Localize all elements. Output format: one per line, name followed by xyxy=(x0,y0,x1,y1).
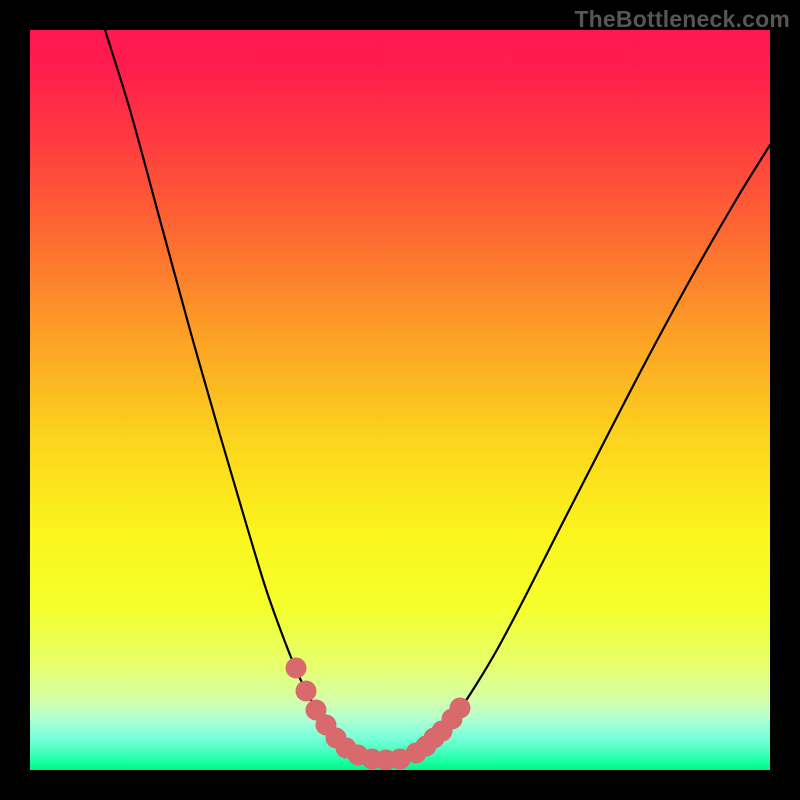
watermark-text: TheBottleneck.com xyxy=(574,6,790,33)
plot-area xyxy=(30,30,770,770)
chart-frame: TheBottleneck.com xyxy=(0,0,800,800)
curve-marker xyxy=(286,658,306,678)
chart-background xyxy=(30,30,770,770)
chart-svg xyxy=(30,30,770,770)
curve-marker xyxy=(450,698,470,718)
curve-marker xyxy=(296,681,316,701)
